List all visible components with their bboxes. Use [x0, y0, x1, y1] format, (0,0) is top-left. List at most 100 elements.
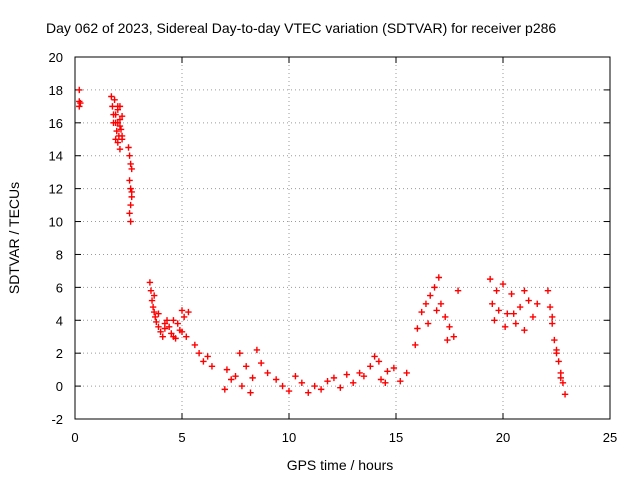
data-point [324, 377, 331, 385]
data-point [111, 96, 118, 103]
data-point [126, 210, 133, 217]
axis-ticks [74, 56, 611, 420]
data-point [397, 377, 404, 385]
y-tick-label: 6 [56, 280, 63, 295]
data-point [153, 318, 160, 326]
x-tick-label: 20 [496, 430, 510, 445]
data-point [546, 303, 554, 311]
data-point [243, 363, 250, 370]
data-point [337, 384, 344, 391]
data-point [118, 113, 126, 120]
data-point [377, 376, 385, 383]
data-point [292, 373, 299, 380]
data-point [147, 287, 155, 294]
data-point [371, 353, 378, 360]
data-point [525, 297, 532, 304]
data-point [317, 386, 325, 393]
y-tick-label: 12 [49, 182, 63, 197]
data-point [223, 366, 231, 373]
data-point [152, 313, 159, 321]
data-point [157, 328, 164, 335]
data-point [180, 313, 188, 321]
data-point [168, 330, 175, 337]
data-point [257, 359, 265, 367]
data-point [454, 287, 462, 294]
data-point [163, 317, 171, 324]
data-point [431, 284, 438, 291]
data-point [108, 93, 115, 100]
x-axis-label: GPS time / hours [287, 457, 394, 473]
data-point [191, 341, 199, 349]
data-point [549, 320, 556, 327]
data-point [390, 364, 398, 372]
data-point [155, 323, 162, 331]
data-point [114, 119, 121, 127]
data-point [435, 274, 442, 281]
data-point [127, 185, 134, 192]
data-point [493, 287, 500, 294]
data-point [174, 320, 181, 327]
data-point [486, 275, 494, 283]
data-point [170, 317, 177, 324]
data-point [127, 218, 134, 225]
y-tick-label: -2 [51, 412, 63, 427]
data-point [356, 369, 363, 377]
data-point [148, 297, 156, 304]
data-point [264, 369, 271, 377]
data-point [127, 160, 134, 168]
data-point [427, 292, 434, 299]
data-point [146, 279, 154, 286]
data-point [125, 144, 132, 151]
data-point [555, 358, 562, 365]
plot-frame [74, 56, 611, 420]
data-point [298, 379, 306, 386]
data-point [208, 363, 216, 370]
data-point [204, 353, 211, 360]
x-tick-label: 25 [603, 430, 617, 445]
data-point [126, 152, 133, 159]
y-tick-label: 8 [56, 247, 63, 262]
data-point [499, 280, 507, 288]
data-point [116, 145, 124, 153]
y-axis-label: SDTVAR / TECUs [6, 182, 22, 294]
y-tick-labels: -2 0 2 4 6 8 10 12 14 16 18 20 [49, 50, 63, 427]
data-points [76, 86, 569, 398]
data-point [272, 376, 280, 383]
data-point [549, 313, 556, 321]
data-point [77, 99, 84, 107]
y-tick-label: 18 [49, 83, 63, 98]
data-point [521, 287, 528, 294]
data-point [195, 349, 203, 357]
data-point [450, 333, 457, 340]
data-point [424, 320, 432, 327]
data-point [112, 111, 119, 118]
data-point [114, 139, 121, 146]
data-point [118, 132, 126, 140]
data-point [200, 358, 207, 365]
x-tick-label: 15 [389, 430, 403, 445]
data-point [561, 391, 569, 398]
data-point [128, 188, 135, 196]
data-point [238, 382, 246, 390]
data-point [529, 313, 537, 321]
data-point [150, 308, 158, 316]
y-tick-label: 2 [56, 346, 63, 361]
y-tick-label: 20 [49, 50, 63, 65]
data-point [183, 333, 190, 340]
data-point [384, 368, 391, 375]
data-point [544, 287, 552, 294]
data-point [285, 387, 293, 395]
data-point [414, 325, 421, 332]
data-point [504, 310, 511, 317]
data-point [126, 177, 133, 184]
data-point [109, 103, 116, 110]
data-point [76, 103, 83, 110]
data-point [422, 300, 430, 308]
data-point [412, 341, 419, 349]
data-point [247, 389, 254, 396]
data-point [350, 379, 357, 386]
data-point [116, 103, 124, 110]
data-point [76, 86, 83, 94]
data-point [375, 358, 383, 365]
